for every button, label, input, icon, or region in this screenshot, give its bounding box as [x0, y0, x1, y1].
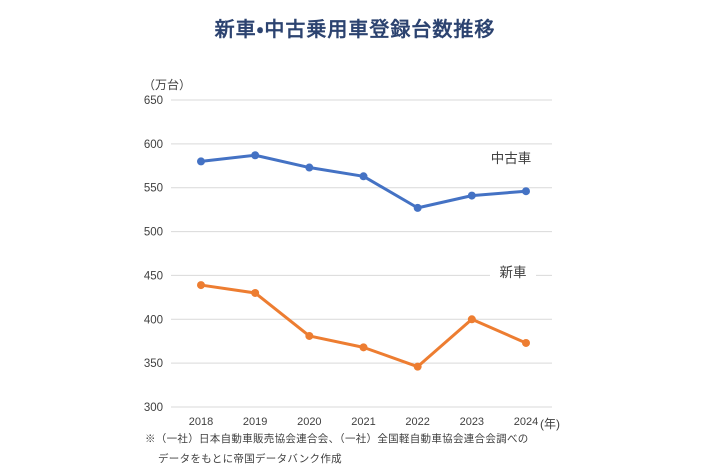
series-label-backdrop [490, 263, 536, 281]
used-car-line [199, 153, 528, 210]
data-point-marker [197, 157, 205, 166]
y-tick-label: 350 [144, 358, 163, 370]
chart-title: 新車・中古乗用車登録台数推移 [214, 19, 496, 41]
series-label-backdrop [482, 149, 540, 167]
y-tick-label: 450 [144, 270, 163, 282]
data-point-marker [467, 315, 476, 324]
y-tick-label: 500 [144, 227, 163, 239]
data-point-marker [197, 281, 205, 290]
y-tick-label: 550 [144, 183, 163, 195]
x-tick-label: 2022 [405, 416, 429, 428]
data-point-marker [305, 163, 314, 172]
series-label: 新車 [500, 265, 527, 280]
x-tick-label: 2024 [514, 416, 538, 428]
data-point-marker [413, 362, 422, 371]
x-axis-unit-label: (年) [540, 417, 560, 431]
y-tick-label: 650 [144, 95, 163, 107]
data-point-marker [467, 191, 476, 200]
source-note-line-1: ※（一社）日本自動車販売協会連合会、（一社）全国軽自動車協会連合会調べの [145, 433, 529, 445]
x-tick-label: 2023 [460, 416, 484, 428]
data-point-marker [413, 203, 422, 212]
x-tick-label: 2020 [297, 416, 321, 428]
y-axis-unit-label: （万台） [143, 77, 191, 92]
y-tick-label: 600 [144, 139, 163, 151]
x-tick-label: 2018 [189, 416, 213, 428]
x-tick-label: 2021 [351, 416, 375, 428]
data-point-marker [359, 343, 368, 352]
data-point-marker [251, 151, 260, 160]
source-note-line-2: データをもとに帝国データバンク作成 [158, 453, 342, 465]
data-point-marker [305, 331, 314, 340]
series-label: 中古車 [491, 151, 532, 166]
data-point-marker [359, 172, 368, 181]
data-point-marker [251, 288, 260, 297]
y-tick-label: 300 [144, 402, 163, 414]
new-car-line [199, 283, 528, 369]
x-tick-label: 2019 [243, 416, 267, 428]
data-point-marker [522, 187, 530, 196]
y-tick-label: 400 [144, 314, 163, 326]
data-point-marker [522, 338, 530, 347]
